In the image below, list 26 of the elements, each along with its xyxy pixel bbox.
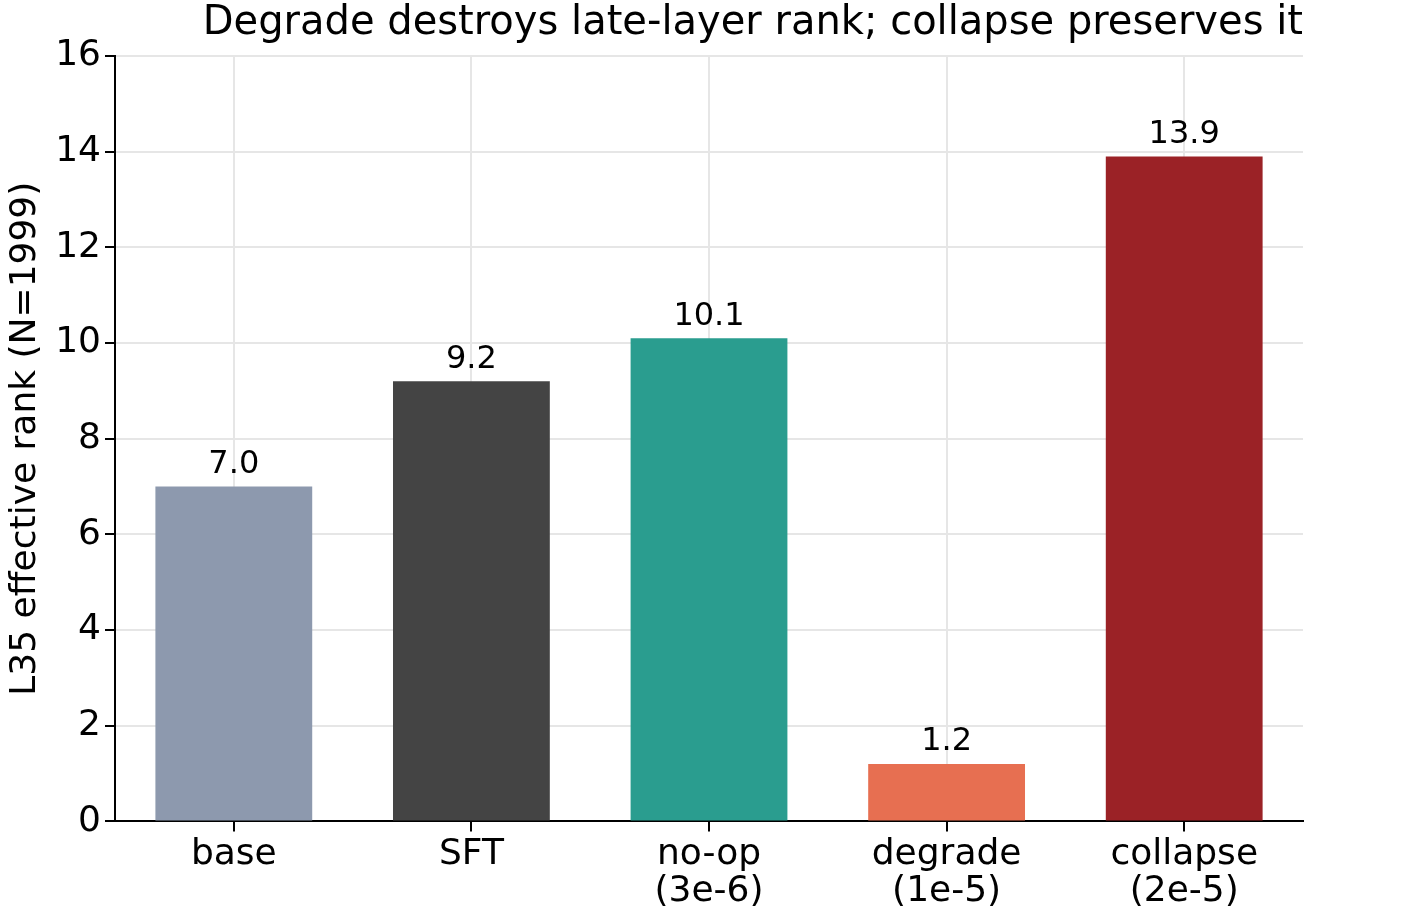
y-tick-label: 8 <box>78 415 102 457</box>
y-tick-label: 0 <box>78 797 102 839</box>
y-tick-label: 12 <box>55 223 102 265</box>
bar <box>155 486 313 821</box>
chart-title: Degrade destroys late-layer rank; collapse preserves it <box>202 0 1303 44</box>
y-tick-label: 6 <box>78 510 102 552</box>
y-axis-title: L35 effective rank (N=1999) <box>1 181 43 696</box>
x-tick-label: base <box>190 830 277 872</box>
y-tick-label: 4 <box>78 606 102 648</box>
bar <box>1105 156 1263 821</box>
y-tick-label: 16 <box>55 32 102 74</box>
data-label: 9.2 <box>445 337 497 376</box>
data-label: 7.0 <box>208 442 260 481</box>
x-tick-label: collapse (2e-5) <box>1110 830 1259 910</box>
data-label: 13.9 <box>1148 112 1220 151</box>
x-tick-label: SFT <box>438 830 505 872</box>
bar <box>868 764 1026 821</box>
x-tick-label: no-op (3e-6) <box>654 830 764 910</box>
bar <box>630 338 788 821</box>
data-label: 10.1 <box>673 294 745 333</box>
y-tick-label: 10 <box>55 319 102 361</box>
bar <box>393 381 550 821</box>
data-label: 1.2 <box>921 720 973 759</box>
y-tick-label: 14 <box>55 128 102 170</box>
x-tick-label: degrade (1e-5) <box>871 830 1022 910</box>
y-tick-label: 2 <box>78 702 102 744</box>
